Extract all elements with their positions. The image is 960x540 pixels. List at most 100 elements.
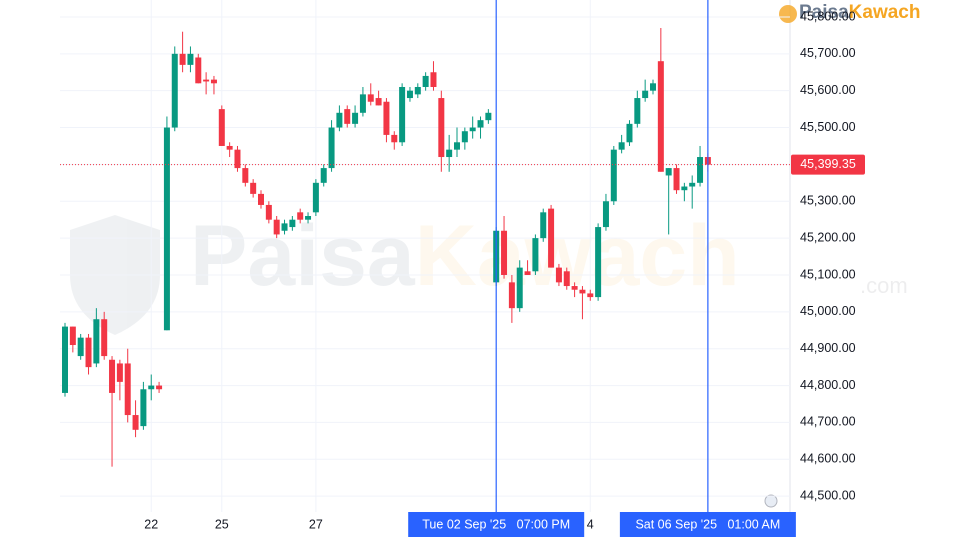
candle-body	[618, 142, 625, 150]
candle-body	[563, 271, 570, 287]
candle-body	[305, 216, 312, 220]
candle-body	[383, 101, 390, 135]
y-tick-label: 44,500.00	[800, 488, 856, 502]
candle-body	[132, 415, 139, 430]
candle-body	[548, 208, 555, 268]
candle-body	[328, 127, 335, 169]
candle-body	[101, 319, 108, 357]
last-price-label: 45,399.35	[800, 157, 856, 171]
y-tick-label: 44,700.00	[800, 415, 856, 429]
candle-body	[336, 112, 343, 128]
y-tick-label: 45,100.00	[800, 267, 856, 281]
candle-body	[430, 72, 437, 87]
candle-body	[571, 286, 578, 290]
watermark-text: PaisaKawach	[190, 208, 740, 304]
logo-icon	[779, 5, 797, 23]
candle-body	[195, 57, 202, 84]
logo-part: Kawach	[849, 2, 921, 23]
watermark-suffix: .com	[860, 273, 908, 298]
candle-body	[477, 120, 484, 128]
candle-body	[344, 109, 351, 124]
candle-body	[312, 182, 319, 213]
logo-part: Paisa	[799, 2, 849, 23]
candle-body	[62, 326, 68, 393]
candle-body	[501, 230, 508, 275]
logo: PaisaKawach	[779, 2, 920, 23]
watermark: PaisaKawach .com	[70, 208, 908, 335]
crosshair-label: Sat 06 Sep '25 01:00 AM	[635, 517, 780, 531]
flag-icon	[764, 494, 778, 508]
candle-body	[187, 53, 194, 65]
candle-body	[626, 123, 633, 143]
candle-body	[665, 168, 672, 176]
candle-body	[454, 142, 460, 150]
candle-body	[156, 385, 163, 390]
candle-body	[587, 293, 594, 298]
candle-body	[218, 109, 225, 146]
x-tick-label: 22	[144, 517, 158, 531]
candle-body	[406, 90, 413, 99]
candle-body	[258, 193, 264, 205]
candle-body	[234, 149, 241, 169]
candle-body	[203, 79, 210, 82]
candle-body	[85, 337, 92, 368]
candle-body	[579, 289, 586, 294]
candle-body	[179, 53, 186, 65]
y-tick-label: 45,500.00	[800, 120, 856, 134]
y-tick-label: 45,700.00	[800, 46, 856, 60]
candle-body	[650, 83, 656, 91]
last-price-box	[791, 154, 865, 175]
candle-body	[352, 112, 359, 124]
crosshair-label: Tue 02 Sep '25 07:00 PM	[422, 517, 570, 531]
candle-body	[602, 201, 609, 228]
watermark-part: Paisa	[190, 208, 416, 304]
candle-body	[242, 168, 249, 183]
x-tick-label: 27	[309, 517, 323, 531]
candle-body	[210, 79, 217, 84]
candle-body	[116, 363, 123, 382]
candle-body	[461, 131, 468, 143]
candle-body	[469, 127, 476, 132]
y-tick-label: 45,300.00	[800, 194, 856, 208]
candle-body	[163, 127, 170, 331]
candle-body	[367, 94, 374, 102]
y-tick-label: 45,800.00	[800, 9, 856, 23]
candle-body	[124, 363, 131, 416]
logo-text: PaisaKawach	[799, 2, 920, 23]
candle-body	[524, 271, 531, 275]
candle-body	[359, 94, 366, 113]
candle-body	[697, 157, 704, 183]
candle-body	[297, 212, 304, 220]
candle-body	[320, 168, 327, 183]
candle-body	[414, 86, 421, 95]
candle-body	[446, 149, 453, 158]
candle-body	[634, 98, 641, 124]
candle-body	[610, 149, 617, 202]
candle-body	[109, 359, 116, 393]
candle-body	[77, 337, 84, 357]
candle-body	[532, 238, 539, 272]
candle-body	[689, 182, 696, 187]
candle-body	[69, 326, 76, 346]
candle-body	[281, 223, 288, 231]
candle-body	[508, 282, 515, 309]
candle-body	[148, 385, 155, 390]
y-tick-label: 44,900.00	[800, 341, 856, 355]
candle-body	[226, 145, 233, 150]
candle-body	[399, 86, 406, 143]
candle-body	[438, 98, 445, 158]
candle-body	[681, 186, 688, 191]
candle-body	[540, 212, 547, 239]
candle-body	[422, 75, 429, 87]
candle-body	[171, 53, 178, 128]
x-tick-label: 25	[215, 517, 229, 531]
candle-body	[375, 98, 382, 106]
candle-body	[657, 61, 664, 172]
y-tick-label: 44,600.00	[800, 452, 856, 466]
candle-body	[250, 182, 257, 194]
candle-body	[516, 267, 523, 309]
candle-body	[673, 168, 680, 191]
candle-body	[93, 319, 100, 364]
candle-body	[289, 219, 296, 228]
